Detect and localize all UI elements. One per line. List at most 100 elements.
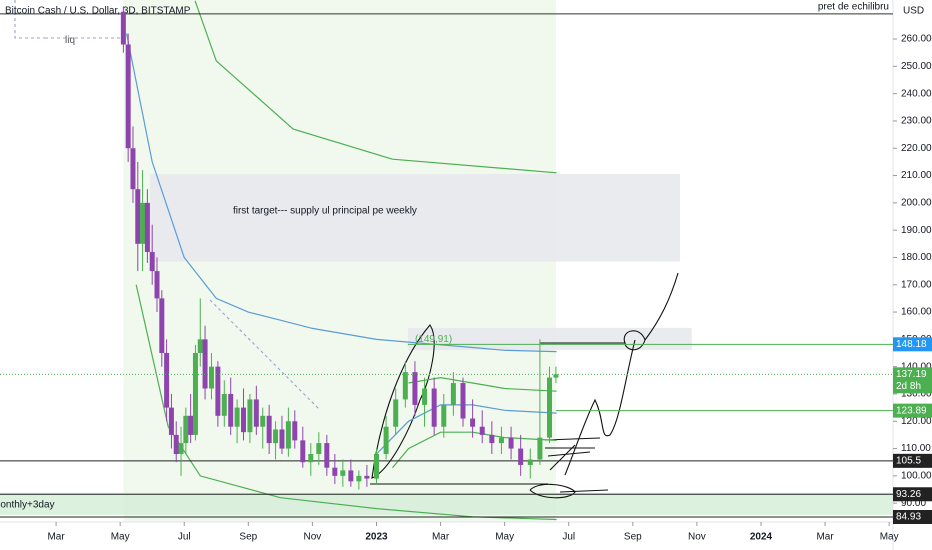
y-tick-label: 210.00 xyxy=(901,170,932,181)
price-badge-label: 93.26 xyxy=(896,489,921,500)
candle-body xyxy=(247,399,253,433)
y-tick-label: 170.00 xyxy=(901,279,932,290)
candle-body xyxy=(120,11,126,45)
candle-body xyxy=(422,388,428,405)
candle-body xyxy=(125,44,131,149)
price-badge-label: 137.19 xyxy=(896,369,927,380)
drawings xyxy=(14,0,679,499)
zone-label: monthly+3day xyxy=(0,499,55,510)
y-tick-label: 220.00 xyxy=(901,143,932,154)
candle-body xyxy=(188,415,194,435)
candle-body xyxy=(208,366,214,389)
x-tick-label: May xyxy=(880,532,899,543)
y-tick-label: 260.00 xyxy=(901,34,932,45)
y-tick-label: 160.00 xyxy=(901,307,932,318)
candle-body xyxy=(164,353,170,408)
y-tick-label: 90.00 xyxy=(901,498,926,509)
drawing xyxy=(529,483,609,499)
zone-label: first target--- supply ul principal pe w… xyxy=(233,205,417,216)
candle-body xyxy=(273,429,279,444)
candle-body xyxy=(308,454,314,463)
candle-body xyxy=(450,383,456,405)
price-badge-label: 84.93 xyxy=(896,512,921,523)
candle-body xyxy=(253,399,259,427)
countdown: 2d 8h xyxy=(896,381,921,392)
candle-body xyxy=(197,339,203,354)
price-badge xyxy=(893,367,932,394)
currency: USD xyxy=(903,6,924,17)
y-tick-label: 120.00 xyxy=(901,416,932,427)
price-badge xyxy=(893,510,932,525)
x-tick-label: Nov xyxy=(304,532,322,543)
x-tick-label: Nov xyxy=(688,532,706,543)
candle-body xyxy=(316,443,322,455)
candle-body xyxy=(234,407,240,427)
candle-body xyxy=(364,475,370,479)
x-tick-label: Mar xyxy=(432,532,450,543)
candle-body xyxy=(178,443,184,455)
candle-body xyxy=(441,404,447,427)
candle-body xyxy=(348,470,354,482)
x-tick-label: Sep xyxy=(239,532,257,543)
y-tick-label: 100.00 xyxy=(901,471,932,482)
y-tick-label: 240.00 xyxy=(901,88,932,99)
candle-body xyxy=(479,426,485,435)
candle-body xyxy=(402,372,408,400)
candle-body xyxy=(168,407,174,435)
candle-body xyxy=(228,393,234,427)
candle-body xyxy=(489,434,495,444)
candle-body xyxy=(553,374,559,378)
x-tick-label: Mar xyxy=(47,532,65,543)
candle-body xyxy=(183,415,189,444)
candle-body xyxy=(518,448,524,465)
y-tick-label: 190.00 xyxy=(901,225,932,236)
candle-body xyxy=(260,415,266,427)
indicator-line xyxy=(194,0,557,174)
price-badge-label: 123.89 xyxy=(896,405,927,416)
chart-title: Bitcoin Cash / U.S. Dollar, 3D, BITSTAMP xyxy=(5,6,191,17)
drawing xyxy=(14,0,120,39)
annotation: (149,91) xyxy=(415,334,452,345)
candle-body xyxy=(144,202,150,252)
drawing xyxy=(544,437,601,471)
x-tick-label: Sep xyxy=(624,532,642,543)
zone xyxy=(0,492,893,515)
x-tick-label: Mar xyxy=(816,532,834,543)
candle-body xyxy=(285,421,291,449)
indicator-line xyxy=(376,404,557,455)
drawing xyxy=(371,324,435,479)
candle-body xyxy=(340,470,346,476)
y-tick-label: 130.00 xyxy=(901,389,932,400)
candle-body xyxy=(202,339,208,389)
candle-body xyxy=(412,372,418,405)
price-badge xyxy=(893,403,932,418)
y-tick-label: 230.00 xyxy=(901,116,932,127)
candle-body xyxy=(192,353,198,435)
candle-body xyxy=(292,421,298,441)
candle-body xyxy=(279,429,285,449)
candle-body xyxy=(215,366,221,416)
candle-body xyxy=(221,393,227,416)
y-tick-label: 140.00 xyxy=(901,361,932,372)
candle-body xyxy=(332,467,338,476)
candle-body xyxy=(383,426,389,455)
candle-body xyxy=(154,271,160,299)
candle-body xyxy=(393,399,399,427)
candle-body xyxy=(173,434,179,455)
indicator-line xyxy=(408,376,557,392)
candle-body xyxy=(470,418,476,427)
candle-body xyxy=(356,475,362,482)
candle-body xyxy=(266,415,272,444)
candle-body xyxy=(498,437,504,444)
indicator-line xyxy=(126,33,557,353)
candle-body xyxy=(149,251,155,272)
candle-body xyxy=(527,459,533,465)
candle-body xyxy=(130,148,136,190)
candle-body xyxy=(140,202,146,244)
price-badge xyxy=(893,487,932,502)
candle-body xyxy=(537,437,543,460)
x-tick-label: 2023 xyxy=(365,532,388,543)
x-tick-label: 2024 xyxy=(750,532,773,543)
y-tick-label: 180.00 xyxy=(901,252,932,263)
